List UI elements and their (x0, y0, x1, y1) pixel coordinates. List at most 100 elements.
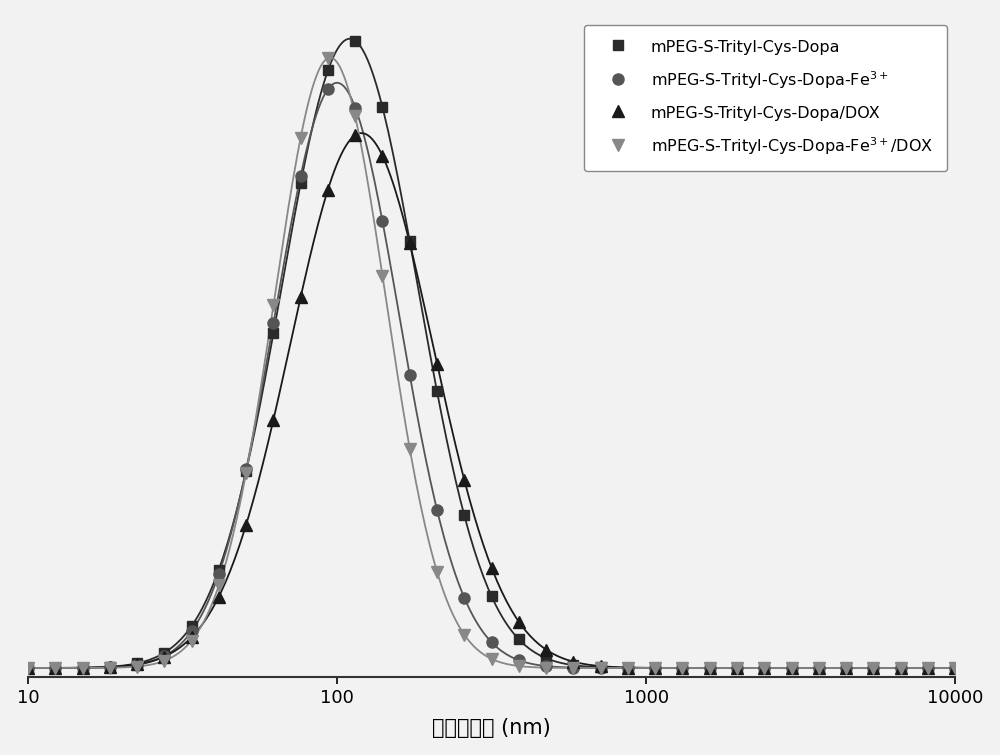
mPEG-S-Trityl-Cys-Dopa (458, 511, 470, 520)
mPEG-S-Trityl-Cys-Dopa (786, 664, 798, 673)
mPEG-S-Trityl-Cys-Dopa-Fe-Fe$^{3+}$ (131, 661, 143, 670)
mPEG-S-Trityl-Cys-Dopa-Fe-Fe$^{3+}$/DOX (676, 664, 688, 673)
mPEG-S-Trityl-Cys-Dopa (240, 467, 252, 476)
mPEG-S-Trityl-Cys-Dopa (840, 664, 852, 673)
mPEG-S-Trityl-Cys-Dopa (376, 103, 388, 112)
mPEG-S-Trityl-Cys-Dopa-Fe-Fe$^{3+}$ (922, 664, 934, 673)
mPEG-S-Trityl-Cys-Dopa-Fe-Fe$^{3+}$/DOX (186, 636, 198, 645)
mPEG-S-Trityl-Cys-Dopa-Fe-Fe$^{3+}$/DOX (431, 567, 443, 576)
mPEG-S-Trityl-Cys-Dopa/DOX (104, 662, 116, 671)
mPEG-S-Trityl-Cys-Dopa-Fe-Fe$^{3+}$/DOX (813, 664, 825, 673)
mPEG-S-Trityl-Cys-Dopa-Fe-Fe$^{3+}$ (649, 664, 661, 673)
mPEG-S-Trityl-Cys-Dopa (567, 661, 579, 670)
mPEG-S-Trityl-Cys-Dopa-Fe-Fe$^{3+}$/DOX (649, 664, 661, 673)
mPEG-S-Trityl-Cys-Dopa-Fe-Fe$^{3+}$/DOX (295, 133, 307, 142)
Line: mPEG-S-Trityl-Cys-Dopa/DOX: mPEG-S-Trityl-Cys-Dopa/DOX (22, 130, 961, 673)
mPEG-S-Trityl-Cys-Dopa-Fe-Fe$^{3+}$ (540, 661, 552, 670)
mPEG-S-Trityl-Cys-Dopa/DOX (840, 664, 852, 673)
mPEG-S-Trityl-Cys-Dopa-Fe-Fe$^{3+}$/DOX (322, 54, 334, 63)
mPEG-S-Trityl-Cys-Dopa-Fe-Fe$^{3+}$/DOX (349, 112, 361, 121)
mPEG-S-Trityl-Cys-Dopa/DOX (77, 663, 89, 672)
mPEG-S-Trityl-Cys-Dopa-Fe-Fe$^{3+}$ (567, 663, 579, 672)
mPEG-S-Trityl-Cys-Dopa-Fe-Fe$^{3+}$ (622, 664, 634, 673)
mPEG-S-Trityl-Cys-Dopa-Fe-Fe$^{3+}$/DOX (404, 444, 416, 453)
mPEG-S-Trityl-Cys-Dopa (295, 179, 307, 188)
mPEG-S-Trityl-Cys-Dopa-Fe-Fe$^{3+}$ (676, 664, 688, 673)
mPEG-S-Trityl-Cys-Dopa/DOX (295, 293, 307, 302)
mPEG-S-Trityl-Cys-Dopa/DOX (513, 618, 525, 627)
mPEG-S-Trityl-Cys-Dopa (22, 664, 34, 673)
mPEG-S-Trityl-Cys-Dopa-Fe-Fe$^{3+}$ (295, 171, 307, 180)
mPEG-S-Trityl-Cys-Dopa-Fe-Fe$^{3+}$/DOX (922, 664, 934, 673)
mPEG-S-Trityl-Cys-Dopa-Fe-Fe$^{3+}$ (22, 664, 34, 673)
mPEG-S-Trityl-Cys-Dopa/DOX (813, 664, 825, 673)
mPEG-S-Trityl-Cys-Dopa-Fe-Fe$^{3+}$ (840, 664, 852, 673)
mPEG-S-Trityl-Cys-Dopa (49, 664, 61, 673)
mPEG-S-Trityl-Cys-Dopa/DOX (349, 131, 361, 140)
mPEG-S-Trityl-Cys-Dopa-Fe-Fe$^{3+}$ (731, 664, 743, 673)
mPEG-S-Trityl-Cys-Dopa/DOX (867, 664, 879, 673)
mPEG-S-Trityl-Cys-Dopa-Fe-Fe$^{3+}$/DOX (131, 662, 143, 671)
mPEG-S-Trityl-Cys-Dopa-Fe-Fe$^{3+}$/DOX (895, 664, 907, 673)
mPEG-S-Trityl-Cys-Dopa (676, 664, 688, 673)
mPEG-S-Trityl-Cys-Dopa/DOX (622, 663, 634, 672)
mPEG-S-Trityl-Cys-Dopa/DOX (376, 151, 388, 160)
mPEG-S-Trityl-Cys-Dopa-Fe-Fe$^{3+}$/DOX (595, 664, 607, 673)
mPEG-S-Trityl-Cys-Dopa-Fe-Fe$^{3+}$/DOX (376, 271, 388, 280)
mPEG-S-Trityl-Cys-Dopa/DOX (949, 664, 961, 673)
mPEG-S-Trityl-Cys-Dopa-Fe-Fe$^{3+}$ (404, 371, 416, 380)
mPEG-S-Trityl-Cys-Dopa-Fe-Fe$^{3+}$/DOX (49, 664, 61, 673)
mPEG-S-Trityl-Cys-Dopa (158, 649, 170, 658)
mPEG-S-Trityl-Cys-Dopa-Fe-Fe$^{3+}$/DOX (622, 664, 634, 673)
mPEG-S-Trityl-Cys-Dopa/DOX (731, 664, 743, 673)
mPEG-S-Trityl-Cys-Dopa/DOX (486, 563, 498, 572)
mPEG-S-Trityl-Cys-Dopa-Fe-Fe$^{3+}$ (104, 663, 116, 672)
mPEG-S-Trityl-Cys-Dopa/DOX (240, 520, 252, 529)
mPEG-S-Trityl-Cys-Dopa-Fe-Fe$^{3+}$ (376, 217, 388, 226)
mPEG-S-Trityl-Cys-Dopa-Fe-Fe$^{3+}$/DOX (104, 663, 116, 672)
mPEG-S-Trityl-Cys-Dopa-Fe-Fe$^{3+}$/DOX (22, 664, 34, 673)
mPEG-S-Trityl-Cys-Dopa (77, 663, 89, 672)
mPEG-S-Trityl-Cys-Dopa-Fe-Fe$^{3+}$ (322, 85, 334, 94)
mPEG-S-Trityl-Cys-Dopa-Fe-Fe$^{3+}$/DOX (704, 664, 716, 673)
mPEG-S-Trityl-Cys-Dopa/DOX (458, 476, 470, 485)
mPEG-S-Trityl-Cys-Dopa (949, 664, 961, 673)
mPEG-S-Trityl-Cys-Dopa-Fe-Fe$^{3+}$/DOX (213, 581, 225, 590)
mPEG-S-Trityl-Cys-Dopa-Fe-Fe$^{3+}$/DOX (949, 664, 961, 673)
mPEG-S-Trityl-Cys-Dopa/DOX (895, 664, 907, 673)
mPEG-S-Trityl-Cys-Dopa (922, 664, 934, 673)
mPEG-S-Trityl-Cys-Dopa-Fe-Fe$^{3+}$ (240, 465, 252, 474)
mPEG-S-Trityl-Cys-Dopa/DOX (540, 645, 552, 654)
mPEG-S-Trityl-Cys-Dopa (895, 664, 907, 673)
mPEG-S-Trityl-Cys-Dopa/DOX (22, 664, 34, 673)
mPEG-S-Trityl-Cys-Dopa/DOX (431, 359, 443, 368)
mPEG-S-Trityl-Cys-Dopa-Fe-Fe$^{3+}$/DOX (267, 300, 279, 310)
mPEG-S-Trityl-Cys-Dopa (813, 664, 825, 673)
mPEG-S-Trityl-Cys-Dopa-Fe-Fe$^{3+}$ (895, 664, 907, 673)
Legend: mPEG-S-Trityl-Cys-Dopa, mPEG-S-Trityl-Cys-Dopa-Fe$^{3+}$, mPEG-S-Trityl-Cys-Dopa: mPEG-S-Trityl-Cys-Dopa, mPEG-S-Trityl-Cy… (584, 25, 947, 171)
mPEG-S-Trityl-Cys-Dopa-Fe-Fe$^{3+}$ (758, 664, 770, 673)
X-axis label: 水力学粒径 (nm): 水力学粒径 (nm) (432, 718, 551, 738)
mPEG-S-Trityl-Cys-Dopa-Fe-Fe$^{3+}$ (267, 319, 279, 328)
mPEG-S-Trityl-Cys-Dopa (486, 592, 498, 601)
mPEG-S-Trityl-Cys-Dopa-Fe-Fe$^{3+}$ (704, 664, 716, 673)
mPEG-S-Trityl-Cys-Dopa/DOX (649, 664, 661, 673)
mPEG-S-Trityl-Cys-Dopa/DOX (704, 664, 716, 673)
mPEG-S-Trityl-Cys-Dopa (431, 387, 443, 396)
mPEG-S-Trityl-Cys-Dopa/DOX (186, 633, 198, 642)
mPEG-S-Trityl-Cys-Dopa/DOX (786, 664, 798, 673)
mPEG-S-Trityl-Cys-Dopa-Fe-Fe$^{3+}$ (486, 638, 498, 647)
mPEG-S-Trityl-Cys-Dopa (104, 662, 116, 671)
mPEG-S-Trityl-Cys-Dopa/DOX (567, 657, 579, 666)
mPEG-S-Trityl-Cys-Dopa-Fe-Fe$^{3+}$ (158, 652, 170, 661)
Line: mPEG-S-Trityl-Cys-Dopa: mPEG-S-Trityl-Cys-Dopa (23, 35, 960, 673)
mPEG-S-Trityl-Cys-Dopa-Fe-Fe$^{3+}$ (49, 664, 61, 673)
mPEG-S-Trityl-Cys-Dopa-Fe-Fe$^{3+}$ (77, 664, 89, 673)
mPEG-S-Trityl-Cys-Dopa-Fe-Fe$^{3+}$ (431, 505, 443, 514)
mPEG-S-Trityl-Cys-Dopa (704, 664, 716, 673)
mPEG-S-Trityl-Cys-Dopa/DOX (676, 664, 688, 673)
mPEG-S-Trityl-Cys-Dopa-Fe-Fe$^{3+}$/DOX (513, 661, 525, 670)
mPEG-S-Trityl-Cys-Dopa/DOX (213, 592, 225, 601)
mPEG-S-Trityl-Cys-Dopa (404, 237, 416, 246)
mPEG-S-Trityl-Cys-Dopa-Fe-Fe$^{3+}$ (867, 664, 879, 673)
